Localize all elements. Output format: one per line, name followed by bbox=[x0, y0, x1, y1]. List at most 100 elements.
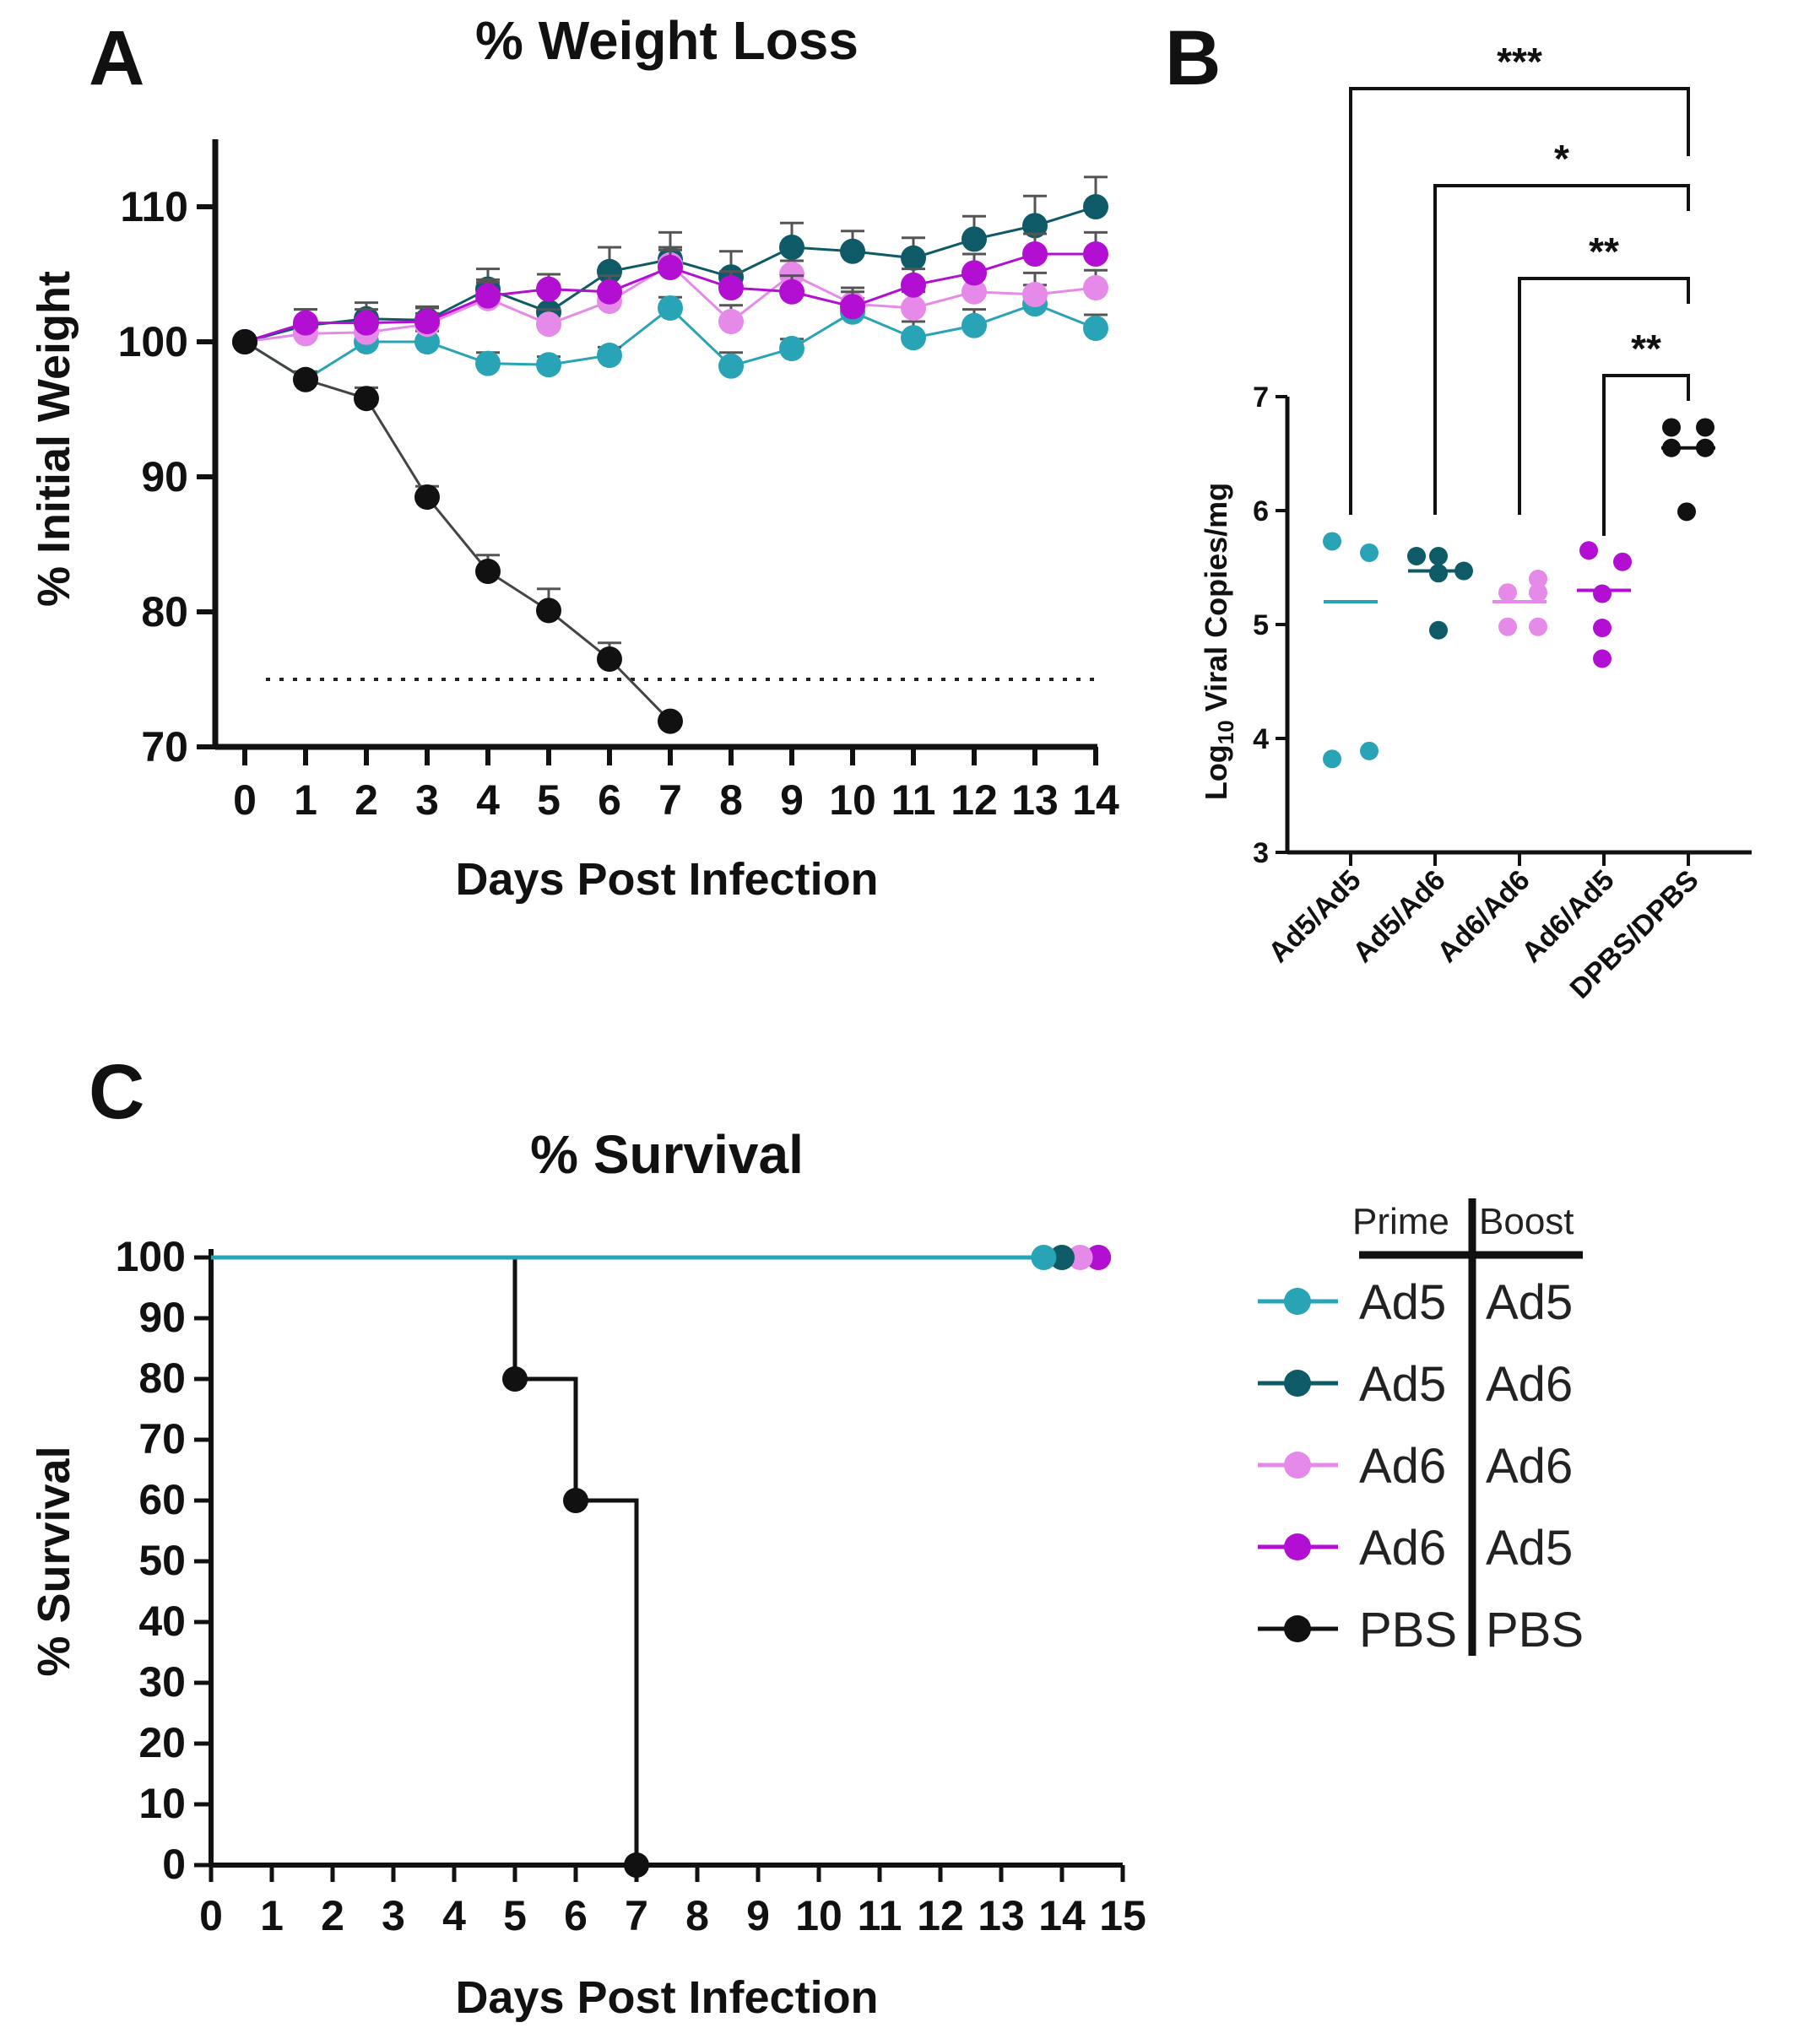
x-tick-label-c: 4 bbox=[442, 1892, 466, 1939]
survival-end-marker bbox=[1049, 1245, 1075, 1270]
data-point bbox=[901, 325, 926, 351]
legend-boost-label: Ad6 bbox=[1486, 1439, 1573, 1494]
x-tick-label-a: 5 bbox=[537, 776, 561, 824]
legend-prime-label: Ad6 bbox=[1359, 1521, 1446, 1576]
legend-prime-label: Ad5 bbox=[1359, 1275, 1446, 1330]
legend-boost-label: Ad5 bbox=[1486, 1275, 1573, 1330]
panel-letter-b: B bbox=[1165, 15, 1221, 101]
data-point bbox=[779, 336, 804, 361]
x-tick-label-a: 9 bbox=[780, 776, 804, 824]
significance-label: * bbox=[1554, 137, 1569, 181]
data-point bbox=[1498, 617, 1517, 636]
significance-bracket bbox=[1602, 374, 1690, 536]
legend-swatch-marker bbox=[1284, 1370, 1311, 1397]
viral-copies-chart: Log10 Viral Copies/mg 3 4 5 6 7 Ad5/Ad5Ad5/Ad… bbox=[1199, 40, 1752, 1005]
data-point bbox=[1429, 547, 1448, 565]
data-point bbox=[1696, 438, 1714, 457]
data-point bbox=[901, 245, 926, 271]
y-tick-label-a: 110 bbox=[120, 183, 188, 230]
x-tick-label-a: 1 bbox=[294, 776, 317, 824]
survival-chart: % Survival % Survival Days Post Infectio… bbox=[29, 1124, 1146, 2023]
data-point bbox=[718, 275, 744, 300]
survival-step-line bbox=[211, 1255, 639, 1865]
series-ad5-ad5 bbox=[232, 284, 1108, 392]
significance-label: *** bbox=[1497, 40, 1542, 84]
data-point bbox=[1022, 241, 1048, 267]
x-tick-label-a: 0 bbox=[233, 776, 257, 824]
chart-title-c: % Survival bbox=[530, 1124, 804, 1185]
data-point bbox=[1529, 583, 1547, 603]
scatter-points-b bbox=[1323, 418, 1715, 769]
x-tick-label-c: 3 bbox=[382, 1892, 405, 1939]
data-point bbox=[1613, 552, 1632, 571]
data-point bbox=[1083, 316, 1108, 341]
data-point bbox=[597, 278, 622, 305]
data-point bbox=[1022, 282, 1048, 307]
data-point bbox=[536, 311, 561, 338]
x-tick-label-c: 2 bbox=[321, 1892, 344, 1939]
x-tick-label-a: 11 bbox=[891, 776, 936, 824]
survival-marker bbox=[502, 1366, 528, 1392]
legend-row: Ad5 Ad5 bbox=[1258, 1275, 1573, 1330]
x-tick-label-c: 9 bbox=[746, 1892, 770, 1939]
data-point bbox=[1593, 619, 1612, 638]
data-point bbox=[1529, 617, 1547, 636]
survival-marker bbox=[563, 1488, 588, 1513]
y-axis-title-b-rest: Viral Copies/mg bbox=[1199, 483, 1233, 720]
legend-boost-label: PBS bbox=[1486, 1603, 1584, 1657]
x-tick-label-c: 7 bbox=[625, 1892, 648, 1939]
data-point bbox=[1083, 194, 1108, 219]
category-label: Ad6/Ad6 bbox=[1431, 864, 1536, 969]
y-tick-label-b: 3 bbox=[1253, 837, 1269, 869]
data-point bbox=[1454, 561, 1473, 581]
x-tick-label-c: 10 bbox=[795, 1892, 842, 1939]
category-label: Ad5/Ad5 bbox=[1262, 864, 1367, 969]
x-tick-label-a: 3 bbox=[415, 776, 439, 824]
survival-end-marker bbox=[1067, 1245, 1093, 1270]
category-points-dpbs-dpbs bbox=[1661, 418, 1715, 522]
legend-row: PBS PBS bbox=[1258, 1603, 1584, 1657]
legend-prime-label: Ad5 bbox=[1359, 1357, 1446, 1412]
data-point bbox=[1022, 213, 1048, 239]
series-pbs-pbs bbox=[232, 329, 683, 734]
significance-bracket bbox=[1433, 184, 1690, 515]
x-tick-label-a: 8 bbox=[719, 776, 743, 824]
data-point bbox=[232, 329, 257, 354]
data-point bbox=[1083, 275, 1108, 300]
data-point bbox=[1429, 620, 1448, 640]
legend-prime-label: Ad6 bbox=[1359, 1439, 1446, 1494]
legend-rows: Ad5 Ad5 Ad5 Ad6 Ad6 Ad6 Ad6 Ad5 PBS PBS bbox=[1258, 1275, 1584, 1657]
data-point bbox=[414, 309, 440, 334]
axes-b: 34567Ad5/Ad5Ad5/Ad6Ad6/Ad6Ad6/Ad5DPBS/DP… bbox=[1253, 381, 1752, 1005]
x-tick-label-c: 6 bbox=[564, 1892, 588, 1939]
data-point bbox=[1662, 418, 1681, 437]
data-point bbox=[536, 598, 561, 624]
data-point bbox=[1429, 564, 1448, 583]
x-tick-label-c: 12 bbox=[917, 1892, 964, 1939]
survival-end-marker bbox=[1031, 1245, 1057, 1270]
x-tick-label-a: 10 bbox=[829, 776, 876, 824]
data-point bbox=[354, 386, 379, 412]
x-tick-label-a: 12 bbox=[951, 776, 998, 824]
legend-prime-label: PBS bbox=[1359, 1603, 1457, 1657]
data-point bbox=[1407, 547, 1426, 565]
significance-label: ** bbox=[1631, 327, 1661, 370]
x-tick-label-c: 8 bbox=[685, 1892, 709, 1939]
y-tick-label-a: 80 bbox=[141, 588, 188, 635]
data-point bbox=[779, 262, 804, 287]
data-point bbox=[597, 646, 622, 672]
legend-swatch-marker bbox=[1284, 1533, 1311, 1560]
weight-loss-chart: % Weight Loss % Initial Weight Days Post… bbox=[29, 10, 1119, 905]
legend-row: Ad6 Ad6 bbox=[1258, 1439, 1573, 1494]
data-point bbox=[536, 276, 561, 302]
data-point bbox=[1662, 438, 1681, 457]
legend-row: Ad6 Ad5 bbox=[1258, 1521, 1573, 1576]
y-tick-label-b: 4 bbox=[1253, 723, 1269, 755]
survival-series-pbs bbox=[211, 1255, 649, 1878]
x-tick-label-c: 14 bbox=[1038, 1892, 1086, 1939]
x-tick-label-a: 14 bbox=[1072, 776, 1119, 824]
data-point bbox=[536, 352, 561, 378]
data-point bbox=[293, 310, 318, 336]
